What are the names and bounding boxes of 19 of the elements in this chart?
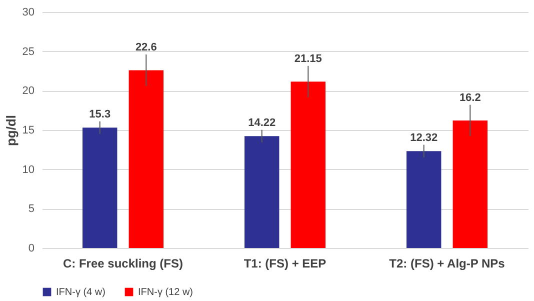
x-tick-label: T2: (FS) + Alg-P NPs: [389, 256, 506, 270]
data-label: 12.32: [410, 132, 438, 144]
data-label: 16.2: [459, 92, 481, 104]
y-tick-label: 0: [28, 242, 34, 254]
legend-label: IFN-γ (12 w): [138, 287, 193, 298]
x-tick-label: T1: (FS) + EEP: [244, 256, 326, 270]
data-label: 15.3: [89, 108, 111, 120]
data-label: 22.6: [135, 41, 157, 54]
y-tick-label: 15: [22, 124, 34, 136]
x-tick-label: C: Free suckling (FS): [62, 256, 184, 270]
legend-label: IFN-γ (4 w): [56, 287, 106, 298]
data-label: 21.15: [294, 52, 322, 65]
y-axis-title: pg/dl: [3, 114, 18, 146]
y-tick-label: 20: [22, 85, 34, 98]
y-tick-label: 30: [22, 6, 34, 18]
y-tick-label: 5: [28, 203, 34, 216]
y-tick-label: 25: [22, 46, 34, 58]
data-label: 14.22: [248, 116, 276, 129]
y-tick-label: 10: [22, 164, 34, 176]
